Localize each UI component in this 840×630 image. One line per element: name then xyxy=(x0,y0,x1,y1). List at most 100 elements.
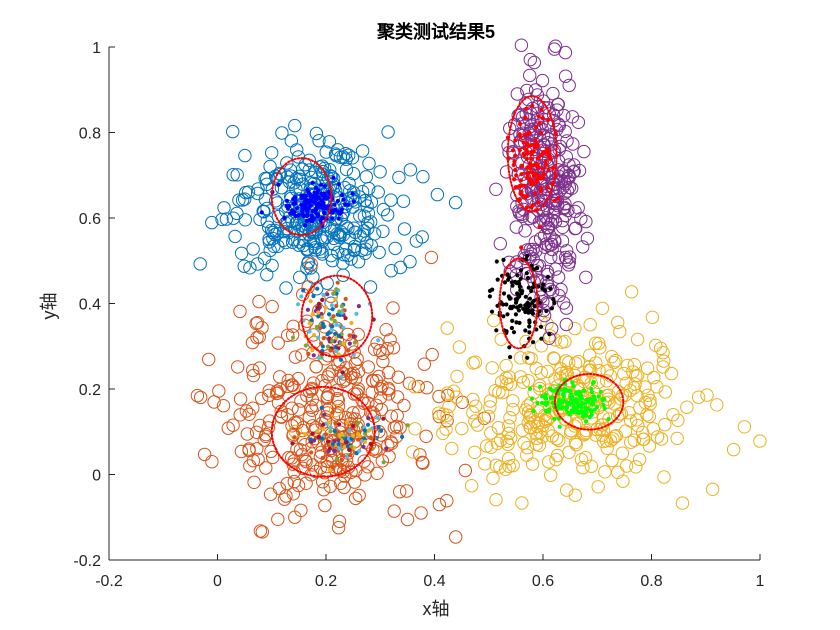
data-point-series-1 xyxy=(360,199,374,213)
cluster-core-point-1 xyxy=(305,209,310,214)
cluster-core-point-6 xyxy=(326,439,331,444)
data-point-series-3 xyxy=(483,400,497,414)
data-point-series-4 xyxy=(529,264,543,278)
data-point-series-3 xyxy=(629,413,644,427)
data-point-series-1 xyxy=(232,193,246,207)
data-point-series-2 xyxy=(253,418,267,433)
data-point-series-3 xyxy=(618,388,632,402)
cluster-core-point-2 xyxy=(513,138,518,143)
data-point-series-2 xyxy=(331,357,345,372)
data-point-series-1 xyxy=(338,147,353,161)
data-point-series-3 xyxy=(568,356,583,370)
data-point-series-2 xyxy=(425,347,439,362)
cluster-core-point-4 xyxy=(579,404,584,410)
cluster-core-point-2 xyxy=(519,245,524,250)
data-point-series-1 xyxy=(280,156,294,170)
data-point-series-3 xyxy=(574,453,589,467)
data-point-series-3 xyxy=(496,385,510,400)
data-point-series-1 xyxy=(448,195,463,210)
data-point-series-2 xyxy=(382,449,396,464)
data-point-series-4 xyxy=(533,184,547,198)
cluster-core-point-3 xyxy=(504,302,509,307)
data-point-series-4 xyxy=(545,322,559,336)
cluster-core-point-3 xyxy=(537,309,542,314)
cluster-core-point-6 xyxy=(322,412,327,417)
cluster-core-point-1 xyxy=(284,198,290,203)
cluster-core-point-4 xyxy=(560,392,566,397)
data-point-series-3 xyxy=(468,445,482,459)
data-point-series-3 xyxy=(452,340,467,354)
data-point-series-2 xyxy=(252,361,267,375)
cluster-core-point-6 xyxy=(356,432,361,437)
cluster-core-point-3 xyxy=(495,277,500,282)
data-point-series-1 xyxy=(396,194,411,208)
data-point-series-2 xyxy=(202,352,216,367)
data-point-series-4 xyxy=(545,242,559,257)
data-point-series-2 xyxy=(381,438,395,453)
cluster-core-point-5 xyxy=(321,292,326,298)
cluster-core-point-3 xyxy=(508,296,513,301)
data-point-series-2 xyxy=(393,485,407,499)
cluster-core-point-2 xyxy=(539,152,544,157)
data-point-series-3 xyxy=(484,426,498,440)
cluster-core-point-2 xyxy=(533,172,538,177)
cluster-core-point-1 xyxy=(319,216,324,221)
data-point-series-1 xyxy=(397,222,412,236)
cluster-core-point-6 xyxy=(303,432,308,437)
data-point-series-3 xyxy=(691,390,706,404)
cluster-core-point-4 xyxy=(552,416,557,421)
cluster-core-point-4 xyxy=(590,399,596,404)
data-point-series-2 xyxy=(197,447,212,462)
cluster-core-point-6 xyxy=(310,431,315,436)
data-point-series-2 xyxy=(367,342,382,356)
cluster-core-point-5 xyxy=(339,304,344,309)
data-point-series-1 xyxy=(342,231,357,245)
data-point-series-2 xyxy=(361,460,375,474)
cluster-core-point-3 xyxy=(518,268,524,273)
cluster-core-point-6 xyxy=(328,425,333,430)
data-point-series-2 xyxy=(416,456,430,470)
cluster-core-point-3 xyxy=(495,303,500,308)
cluster-core-point-6 xyxy=(309,450,314,455)
cluster-core-point-5 xyxy=(296,302,301,307)
cluster-core-point-4 xyxy=(571,384,576,389)
data-point-series-4 xyxy=(534,171,548,185)
data-point-series-2 xyxy=(393,421,407,435)
cluster-core-point-5 xyxy=(327,336,332,341)
data-point-series-4 xyxy=(552,250,566,265)
cluster-core-point-6 xyxy=(366,428,371,433)
cluster-core-point-6 xyxy=(381,416,386,421)
cluster-core-point-2 xyxy=(522,194,527,199)
cluster-core-point-3 xyxy=(509,280,514,285)
data-point-series-2 xyxy=(413,448,427,462)
cluster-core-point-1 xyxy=(314,211,319,216)
cluster-core-point-5 xyxy=(319,311,324,317)
data-point-series-2 xyxy=(250,315,265,330)
data-point-series-3 xyxy=(407,380,422,394)
cluster-core-point-1 xyxy=(303,223,308,228)
data-point-series-3 xyxy=(495,375,509,389)
data-point-series-1 xyxy=(373,165,387,179)
cluster-core-point-2 xyxy=(525,141,530,146)
cluster-core-point-1 xyxy=(308,203,313,208)
cluster-core-point-6 xyxy=(312,438,317,443)
data-point-series-2 xyxy=(262,384,276,398)
data-point-series-3 xyxy=(753,434,767,448)
cluster-core-point-5 xyxy=(335,280,340,285)
data-point-series-1 xyxy=(384,264,398,278)
data-point-series-2 xyxy=(291,403,306,417)
cluster-core-point-4 xyxy=(530,396,535,401)
cluster-core-point-5 xyxy=(343,296,348,302)
data-point-series-3 xyxy=(645,310,660,324)
data-point-series-3 xyxy=(624,285,639,299)
cluster-core-point-3 xyxy=(507,345,512,350)
data-point-series-1 xyxy=(352,190,367,204)
cluster-core-point-1 xyxy=(288,211,293,216)
data-point-series-2 xyxy=(359,435,373,449)
cluster-core-point-4 xyxy=(566,388,571,393)
data-point-series-1 xyxy=(304,261,318,275)
data-point-series-1 xyxy=(341,221,355,236)
data-point-series-2 xyxy=(271,336,285,350)
data-point-series-1 xyxy=(301,255,316,269)
cluster-core-point-6 xyxy=(340,432,345,437)
